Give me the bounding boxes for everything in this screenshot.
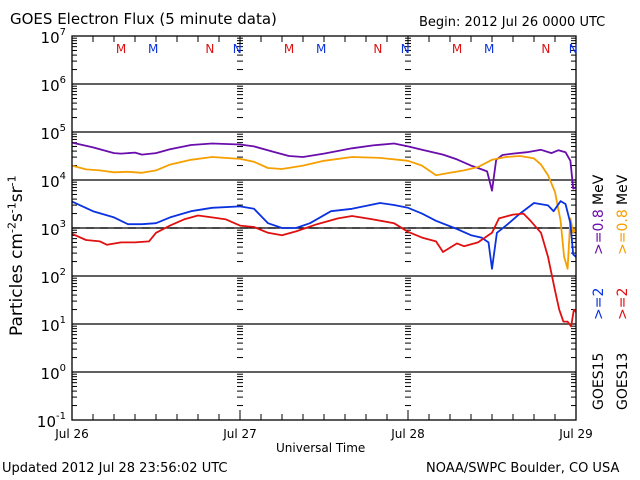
legend-entry: >=2 <box>615 288 631 320</box>
y-label-part: s <box>6 213 27 223</box>
y-tick-label: 103 <box>41 219 66 239</box>
noon-midnight-marker: N <box>401 42 410 56</box>
legend-column: GOES15 >=2 >=0.8 MeV <box>591 174 607 410</box>
noon-midnight-marker: M <box>284 42 294 56</box>
noon-midnight-marker: M <box>484 42 494 56</box>
y-tick-base: 10 <box>41 77 60 95</box>
x-tick-label: Jul 26 <box>54 427 89 441</box>
y-tick-exponent: 2 <box>60 267 66 278</box>
y-tick-base: 10 <box>41 317 60 335</box>
y-label-part: sr <box>6 186 27 203</box>
legend-entry: >=2 <box>591 288 607 320</box>
y-tick-exponent: 0 <box>60 363 66 374</box>
y-label-exponent: -2 <box>5 222 18 234</box>
legend-satellite: GOES15 <box>591 353 607 410</box>
y-tick-label: 10-1 <box>37 411 66 431</box>
y-label-exponent: -1 <box>5 175 18 187</box>
y-tick-exponent: 4 <box>60 171 66 182</box>
y-tick-base: 10 <box>41 125 60 143</box>
series-line <box>71 200 577 270</box>
y-tick-label: 106 <box>41 75 66 95</box>
y-tick-base: 10 <box>41 365 60 383</box>
series-line <box>71 212 577 328</box>
x-tick-label: Jul 27 <box>222 427 257 441</box>
plot-frame <box>71 35 577 421</box>
noon-midnight-marker: N <box>569 42 578 56</box>
y-axis-label-text: Particles cm-2s-1sr-1 <box>5 175 27 336</box>
y-tick-label: 107 <box>41 27 66 47</box>
y-tick-exponent: 5 <box>60 123 66 134</box>
noon-midnight-marker: M <box>452 42 462 56</box>
legend-entry: MeV <box>615 174 631 205</box>
legend-entry: >=0.8 <box>591 209 607 255</box>
credit-text: NOAA/SWPC Boulder, CO USA <box>426 461 620 476</box>
x-tick-label: Jul 28 <box>390 427 425 441</box>
legend-column: GOES13 >=2 >=0.8 MeV <box>615 174 631 410</box>
y-label-part: Particles cm <box>6 233 27 336</box>
noon-midnight-marker: M <box>116 42 126 56</box>
y-tick-exponent: 3 <box>60 219 66 230</box>
noon-midnight-marker: N <box>233 42 242 56</box>
noon-midnight-marker: M <box>148 42 158 56</box>
x-tick-label: Jul 29 <box>558 427 593 441</box>
y-tick-base: 10 <box>41 221 60 239</box>
y-tick-label: 101 <box>41 315 66 335</box>
chart-title: GOES Electron Flux (5 minute data) <box>10 10 277 28</box>
y-tick-base: 10 <box>41 29 60 47</box>
series-line <box>71 155 577 270</box>
y-tick-base: 10 <box>37 413 56 431</box>
updated-timestamp: Updated 2012 Jul 28 23:56:02 UTC <box>2 461 228 476</box>
series-line <box>71 141 577 192</box>
y-tick-exponent: 6 <box>60 75 66 86</box>
y-tick-label: 104 <box>41 171 66 191</box>
y-tick-base: 10 <box>41 269 60 287</box>
y-tick-label: 105 <box>41 123 66 143</box>
noon-midnight-marker: N <box>541 42 550 56</box>
y-tick-label: 102 <box>41 267 66 287</box>
begin-timestamp: Begin: 2012 Jul 26 0000 UTC <box>419 15 606 30</box>
y-tick-exponent: -1 <box>56 411 66 422</box>
x-axis-label: Universal Time <box>276 441 366 455</box>
legend-satellite: GOES13 <box>615 353 631 410</box>
y-axis-label: Particles cm-2s-1sr-1 <box>5 175 27 336</box>
legend-entry: MeV <box>591 174 607 205</box>
noon-midnight-marker: N <box>205 42 214 56</box>
y-tick-base: 10 <box>41 173 60 191</box>
y-label-exponent: -1 <box>5 202 18 214</box>
noon-midnight-marker: M <box>316 42 326 56</box>
noon-midnight-marker: N <box>373 42 382 56</box>
legend-entry: >=0.8 <box>615 209 631 255</box>
y-tick-exponent: 1 <box>60 315 66 326</box>
y-tick-exponent: 7 <box>60 27 66 38</box>
y-tick-label: 100 <box>41 363 66 383</box>
